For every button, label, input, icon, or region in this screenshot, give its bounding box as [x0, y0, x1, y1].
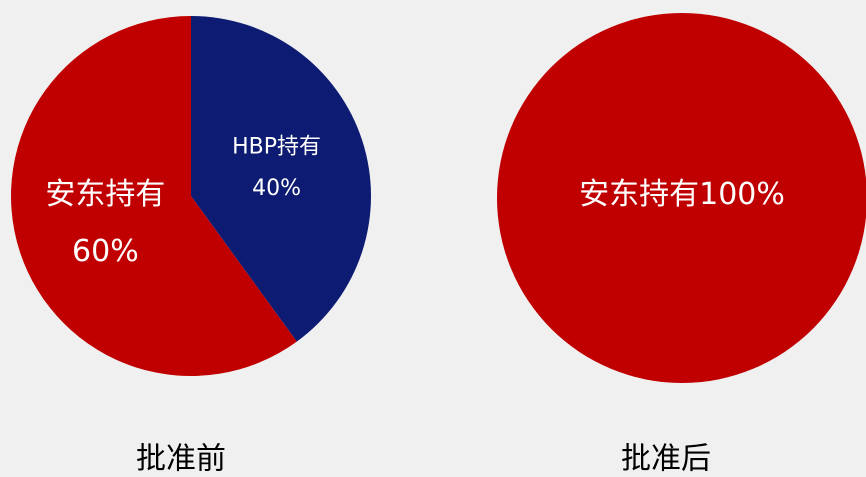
slice-value: 40%: [252, 176, 301, 201]
slice-category: 安东持有: [45, 177, 165, 212]
slice-label: 安东持有100%: [579, 177, 785, 212]
slice-category: HBP持有: [232, 134, 321, 159]
chart-title: 批准前: [136, 442, 226, 477]
pie-slice: [10, 16, 297, 376]
slice-category: 安东持有: [579, 177, 699, 212]
slice-value: 60%: [72, 234, 139, 269]
pie-slice: [191, 16, 371, 342]
chart-title: 批准后: [621, 442, 711, 477]
pie-slice: [497, 13, 866, 383]
slice-value: 100%: [699, 177, 785, 212]
